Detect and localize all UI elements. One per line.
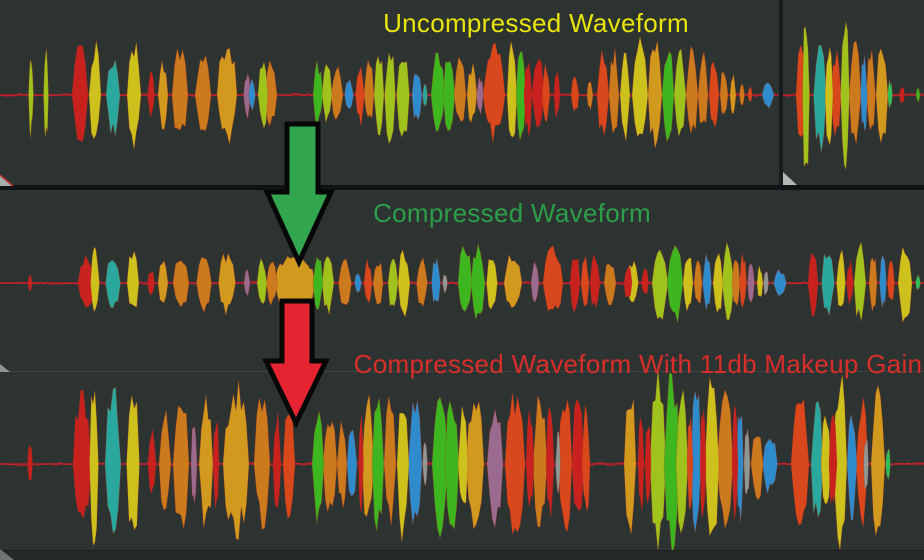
track-clip-compressed[interactable] xyxy=(0,190,924,371)
clip-divider xyxy=(779,0,783,185)
track-border-middle xyxy=(0,371,924,372)
track-clip-makeup-gain[interactable] xyxy=(0,372,924,550)
track-clip-uncompressed-left[interactable] xyxy=(0,0,779,185)
track-border-top xyxy=(0,185,924,190)
track-clip-uncompressed-right[interactable] xyxy=(783,0,924,185)
bottom-edge-strip xyxy=(0,550,924,560)
